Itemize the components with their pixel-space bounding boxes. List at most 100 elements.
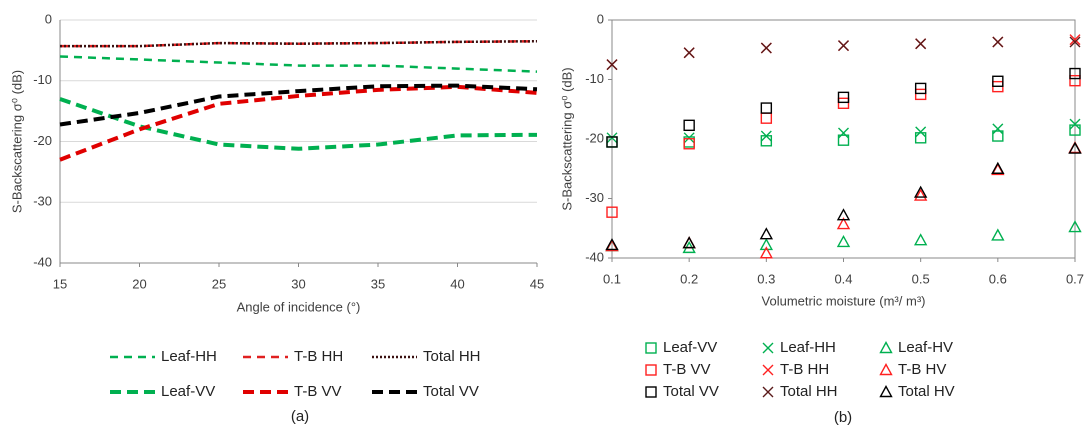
chart-panel: -40 -30 -20 -10 0 0.1 0.2 0.3 0.4 0.5 0.6 0.7 Volume… xyxy=(559,11,1084,426)
legend-label: T-B HV xyxy=(898,361,946,378)
legend-label: T-B VV xyxy=(663,361,711,378)
x-tick-label: 0.4 xyxy=(834,271,852,286)
legend-swatch xyxy=(762,386,774,398)
x-tick-label: 0.2 xyxy=(680,271,698,286)
x-tick-label: 40 xyxy=(450,276,464,291)
point xyxy=(914,132,927,144)
y-tick-label: -30 xyxy=(33,194,52,209)
point xyxy=(760,112,773,124)
point xyxy=(606,132,618,144)
series-line xyxy=(59,83,538,127)
point xyxy=(915,126,927,138)
legend-swatch xyxy=(645,386,657,398)
series-line xyxy=(59,84,538,162)
point xyxy=(683,138,695,150)
point xyxy=(1068,141,1082,154)
legend-label: Leaf-HH xyxy=(780,339,836,356)
legend-label: Leaf-VV xyxy=(161,383,215,400)
point xyxy=(836,208,851,221)
point xyxy=(760,135,773,147)
point xyxy=(1069,74,1081,87)
legend-label: Leaf-HH xyxy=(161,348,217,365)
x-axis-label: Angle of incidence (°) xyxy=(237,299,361,314)
y-tick-label: -20 xyxy=(33,133,52,148)
point xyxy=(991,161,1005,174)
series-line xyxy=(59,55,538,73)
x-tick-label: 15 xyxy=(53,276,67,291)
y-tick-label: 0 xyxy=(45,11,52,26)
point xyxy=(836,217,851,230)
x-tick-label: 0.1 xyxy=(603,271,621,286)
legend-label: Leaf-HV xyxy=(898,339,953,356)
point xyxy=(991,228,1005,241)
legend-label: Total VV xyxy=(423,383,479,400)
legend-swatch xyxy=(879,341,893,354)
y-tick-label: -20 xyxy=(585,130,604,145)
point xyxy=(683,132,695,144)
legend-label: Total VV xyxy=(663,383,719,400)
legend-swatch xyxy=(762,364,774,376)
point xyxy=(760,130,772,142)
legend-label: Leaf-VV xyxy=(663,339,717,356)
point xyxy=(1069,36,1081,48)
legend-label: Total HH xyxy=(423,348,481,365)
y-tick-label: -30 xyxy=(585,190,604,205)
point xyxy=(683,47,695,59)
point xyxy=(836,234,851,248)
point xyxy=(992,36,1004,48)
legend-label: Total HH xyxy=(780,383,838,400)
x-tick-label: 25 xyxy=(212,276,226,291)
y-tick-label: -40 xyxy=(585,249,604,264)
legend-swatch xyxy=(645,342,657,354)
point xyxy=(913,233,928,246)
legend-label: T-B HH xyxy=(780,361,829,378)
legend-label: Total HV xyxy=(898,383,955,400)
x-tick-label: 0.5 xyxy=(912,271,930,286)
point xyxy=(915,38,927,50)
point xyxy=(606,206,618,218)
point xyxy=(760,102,773,114)
point xyxy=(837,91,850,104)
point xyxy=(837,134,850,146)
point xyxy=(1069,118,1081,130)
point xyxy=(683,119,695,132)
legend-label: T-B HH xyxy=(294,348,343,365)
x-axis-label: Volumetric moisture (m³/ m³) xyxy=(762,293,926,308)
x-tick-label: 45 xyxy=(530,276,544,291)
legend-swatch xyxy=(762,342,774,354)
point xyxy=(838,40,849,52)
y-tick-label: -10 xyxy=(585,71,604,86)
point xyxy=(606,136,618,148)
point xyxy=(605,237,619,251)
chart-panel: -40 -30 -20 -10 0 15 20 25 30 35 40 45 Angle of inci… xyxy=(9,11,544,425)
point xyxy=(682,236,696,249)
point xyxy=(1069,34,1081,46)
point xyxy=(606,59,618,71)
x-tick-label: 20 xyxy=(132,276,146,291)
legend-swatch xyxy=(645,364,657,376)
point xyxy=(837,97,850,110)
series-line xyxy=(59,97,538,151)
point xyxy=(913,188,928,201)
x-tick-label: 0.7 xyxy=(1066,271,1084,286)
point xyxy=(992,130,1004,142)
legend-label: T-B VV xyxy=(294,383,342,400)
point xyxy=(992,123,1004,135)
plot-frame xyxy=(611,19,1076,259)
y-axis-label: S-Backscattering σ⁰ (dB) xyxy=(9,70,24,213)
y-tick-label: 0 xyxy=(597,11,604,26)
series-line xyxy=(60,40,538,48)
point xyxy=(838,127,849,139)
point xyxy=(760,42,772,54)
caption: (b) xyxy=(834,409,852,426)
point xyxy=(1069,67,1081,80)
x-tick-label: 0.3 xyxy=(757,271,775,286)
point xyxy=(992,75,1004,87)
x-tick-label: 0.6 xyxy=(989,271,1007,286)
point xyxy=(1068,220,1082,233)
point xyxy=(759,227,774,240)
x-tick-label: 30 xyxy=(291,276,305,291)
legend-swatch xyxy=(879,385,893,398)
legend-swatch xyxy=(879,363,893,376)
